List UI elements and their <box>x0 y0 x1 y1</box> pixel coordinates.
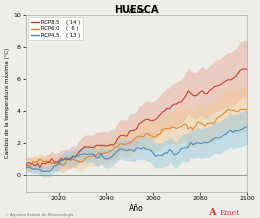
Text: A: A <box>208 208 216 217</box>
Text: © Agencia Estatal de Meteorología: © Agencia Estatal de Meteorología <box>5 213 74 217</box>
Title: HUESCA: HUESCA <box>114 5 159 15</box>
Text: ANUAL: ANUAL <box>126 9 147 14</box>
X-axis label: Año: Año <box>129 204 144 213</box>
Legend: RCP8.5    ( 14 ), RCP6.0    (  6 ), RCP4.5    ( 13 ): RCP8.5 ( 14 ), RCP6.0 ( 6 ), RCP4.5 ( 13… <box>28 17 83 40</box>
Text: Emet: Emet <box>220 209 240 217</box>
Y-axis label: Cambio de la temperatura máxima (°C): Cambio de la temperatura máxima (°C) <box>5 48 10 158</box>
